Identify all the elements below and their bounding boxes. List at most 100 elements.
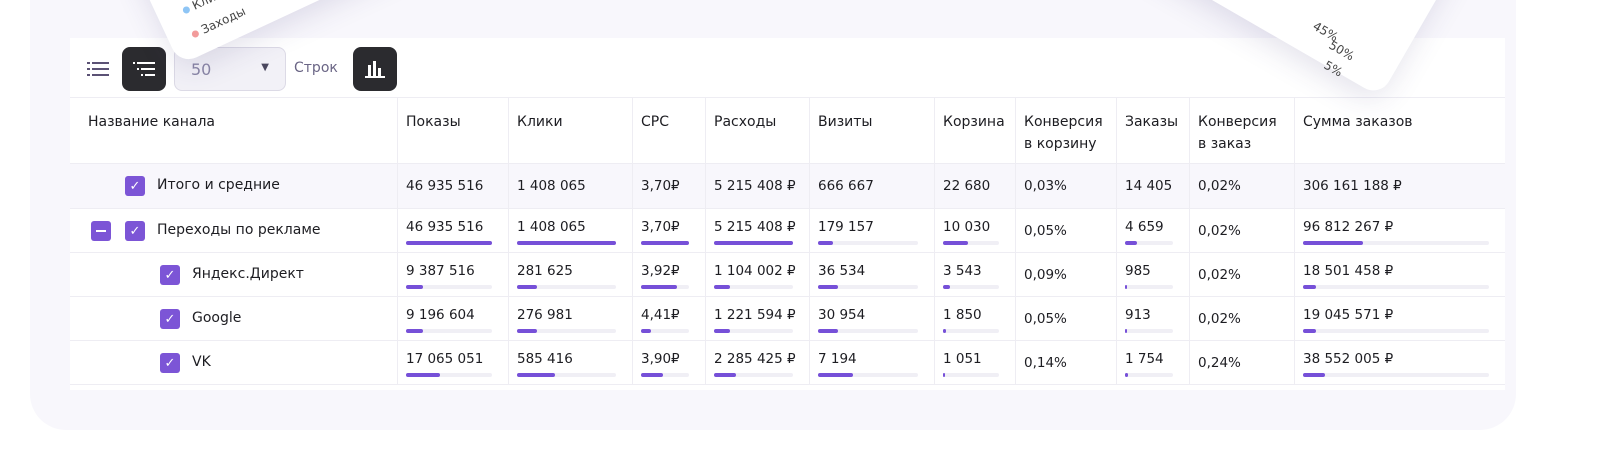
- value-bar-fill: [714, 373, 737, 377]
- value-bar-fill: [1303, 285, 1317, 289]
- tree-list-icon: [133, 62, 155, 76]
- cell-value: 0,02%: [1198, 178, 1241, 194]
- value-bar: [517, 241, 616, 245]
- cell-value: 0,05%: [1024, 311, 1067, 327]
- value-bar-fill: [943, 329, 947, 333]
- cell-value: 0,02%: [1198, 223, 1241, 239]
- cell-value: 1 408 065: [517, 178, 586, 194]
- cell-value: 18 501 458 ₽: [1303, 263, 1394, 279]
- cell-value: 9 196 604: [406, 307, 475, 323]
- cell-value: 281 625: [517, 263, 573, 279]
- channels-table: 50 ▼ Строк Название канала Показы Клики CPC Р…: [70, 38, 1505, 390]
- cell-value: 5 215 408 ₽: [714, 219, 796, 235]
- value-bar-fill: [943, 373, 945, 377]
- cell-value: 14 405: [1125, 178, 1173, 194]
- cell-value: 913: [1125, 307, 1151, 323]
- dropdown-arrow-icon: ▼: [261, 62, 269, 73]
- column-header-label: Сумма заказов: [1303, 114, 1413, 130]
- column-header[interactable]: Корзина: [934, 98, 1015, 163]
- column-header[interactable]: Конверсия в корзину: [1015, 98, 1116, 163]
- name-cell: ✓ Переходы по рекламе: [70, 209, 397, 252]
- table-toolbar: 50 ▼ Строк: [70, 38, 1505, 98]
- value-bar: [517, 373, 616, 377]
- table-row: ✓ Google 9 196 604 276 981 4,41₽ 1 221 594 ₽ 3…: [70, 297, 1505, 341]
- data-cell: 3 543: [934, 253, 1015, 296]
- value-bar-fill: [406, 373, 441, 377]
- red-dot-icon: [190, 29, 201, 39]
- cell-value: 1 850: [943, 307, 982, 323]
- value-bar: [818, 373, 918, 377]
- data-cell: 666 667: [809, 164, 934, 208]
- cell-value: 1 051: [943, 351, 982, 367]
- collapse-button[interactable]: [91, 221, 111, 241]
- column-header-label: Корзина: [943, 114, 1005, 130]
- data-cell: 1 051: [934, 341, 1015, 384]
- data-cell: 1 104 002 ₽: [705, 253, 809, 296]
- row-checkbox[interactable]: ✓: [125, 176, 145, 196]
- column-header-label: Визиты: [818, 114, 873, 130]
- cell-value: 5 215 408 ₽: [714, 178, 796, 194]
- cell-value: 666 667: [818, 178, 874, 194]
- data-cell: 0,03%: [1015, 164, 1116, 208]
- data-cell: 1 221 594 ₽: [705, 297, 809, 340]
- table-row: ✓ VK 17 065 051 585 416 3,90₽ 2 285 425 ₽ 7 19…: [70, 341, 1505, 385]
- column-header[interactable]: Визиты: [809, 98, 934, 163]
- row-checkbox[interactable]: ✓: [160, 265, 180, 285]
- bar-chart-icon: [365, 61, 385, 78]
- cell-value: 585 416: [517, 351, 573, 367]
- value-bar-fill: [943, 285, 950, 289]
- row-checkbox[interactable]: ✓: [125, 221, 145, 241]
- column-header-label: Клики: [517, 114, 563, 130]
- value-bar: [1125, 285, 1173, 289]
- check-icon: ✓: [164, 267, 176, 283]
- check-icon: ✓: [129, 223, 141, 239]
- column-header[interactable]: Показы: [397, 98, 508, 163]
- column-header[interactable]: Сумма заказов: [1294, 98, 1505, 163]
- column-header[interactable]: Расходы: [705, 98, 809, 163]
- cell-value: 96 812 267 ₽: [1303, 219, 1394, 235]
- header-row: Название канала Показы Клики CPC Расходы Визи…: [70, 98, 1505, 164]
- cell-value: 0,24%: [1198, 355, 1241, 371]
- tree-view-button[interactable]: [122, 47, 166, 91]
- list-view-button[interactable]: [76, 47, 120, 91]
- cell-value: 1 104 002 ₽: [714, 263, 796, 279]
- value-bar-fill: [943, 241, 969, 245]
- cell-value: 22 680: [943, 178, 991, 194]
- column-header[interactable]: Заказы: [1116, 98, 1189, 163]
- cell-value: 3,90₽: [641, 351, 680, 367]
- data-cell: 1 408 065: [508, 209, 632, 252]
- data-cell: 10 030: [934, 209, 1015, 252]
- data-cell: 46 935 516: [397, 164, 508, 208]
- cell-value: 2 285 425 ₽: [714, 351, 796, 367]
- column-header[interactable]: CPC: [632, 98, 705, 163]
- data-cell: 5 215 408 ₽: [705, 164, 809, 208]
- column-header[interactable]: Конверсия в заказ: [1189, 98, 1294, 163]
- data-cell: 46 935 516: [397, 209, 508, 252]
- column-header-label: Показы: [406, 114, 461, 130]
- table-row: ✓ Яндекс.Директ 9 387 516 281 625 3,92₽ 1 104…: [70, 253, 1505, 297]
- cell-value: 7 194: [818, 351, 857, 367]
- rows-value: 50: [191, 60, 212, 79]
- table-row: ✓ Итого и средние 46 935 516 1 408 065 3,70₽…: [70, 164, 1505, 209]
- value-bar: [406, 373, 492, 377]
- row-checkbox[interactable]: ✓: [160, 309, 180, 329]
- column-header-label: Конверсия в заказ: [1198, 114, 1277, 152]
- value-bar-fill: [1125, 329, 1127, 333]
- cell-value: 276 981: [517, 307, 573, 323]
- value-bar-fill: [818, 241, 833, 245]
- value-bar: [406, 285, 492, 289]
- data-cell: 0,02%: [1189, 164, 1294, 208]
- column-header-label: Расходы: [714, 114, 777, 130]
- data-cell: 276 981: [508, 297, 632, 340]
- value-bar-fill: [1303, 329, 1317, 333]
- row-checkbox[interactable]: ✓: [160, 353, 180, 373]
- data-cell: 3,90₽: [632, 341, 705, 384]
- column-header[interactable]: Название канала: [70, 98, 397, 163]
- data-cell: 1 850: [934, 297, 1015, 340]
- column-header[interactable]: Клики: [508, 98, 632, 163]
- data-cell: 1 754: [1116, 341, 1189, 384]
- chart-view-button[interactable]: [353, 47, 397, 91]
- data-cell: 3,92₽: [632, 253, 705, 296]
- value-bar: [641, 373, 689, 377]
- value-bar-fill: [517, 285, 537, 289]
